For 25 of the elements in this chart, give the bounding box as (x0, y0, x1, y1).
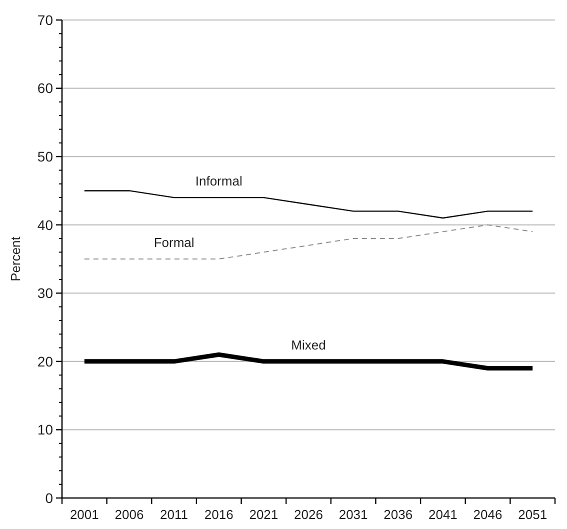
y-tick-label: 40 (37, 216, 54, 233)
x-tick-label: 2041 (428, 507, 458, 522)
y-tick-label: 10 (37, 422, 54, 438)
series-label: Mixed (291, 337, 326, 352)
y-tick-label: 20 (37, 353, 54, 370)
x-tick-label: 2046 (473, 507, 502, 522)
series-label: Formal (154, 235, 194, 250)
x-tick-label: 2006 (114, 507, 144, 522)
y-axis-title: Percent (8, 236, 23, 282)
x-tick-label: 2036 (384, 507, 413, 522)
y-tick-label: 0 (45, 490, 54, 506)
y-tick-label: 60 (37, 80, 54, 96)
x-tick-label: 2011 (160, 507, 188, 522)
y-tick-label: 50 (37, 148, 54, 164)
x-tick-label: 2016 (204, 507, 234, 522)
line-series (84, 224, 534, 260)
x-tick-label: 2021 (249, 507, 278, 522)
series-label: Informal (195, 174, 242, 189)
x-tick-label: 2031 (338, 507, 368, 522)
x-tick-label: 2026 (294, 507, 323, 522)
line-series (84, 190, 534, 219)
y-tick-label: 30 (37, 285, 54, 302)
y-tick-label: 70 (37, 12, 54, 28)
x-tick-label: 2051 (518, 507, 548, 522)
x-tick-label: 2001 (70, 507, 99, 522)
